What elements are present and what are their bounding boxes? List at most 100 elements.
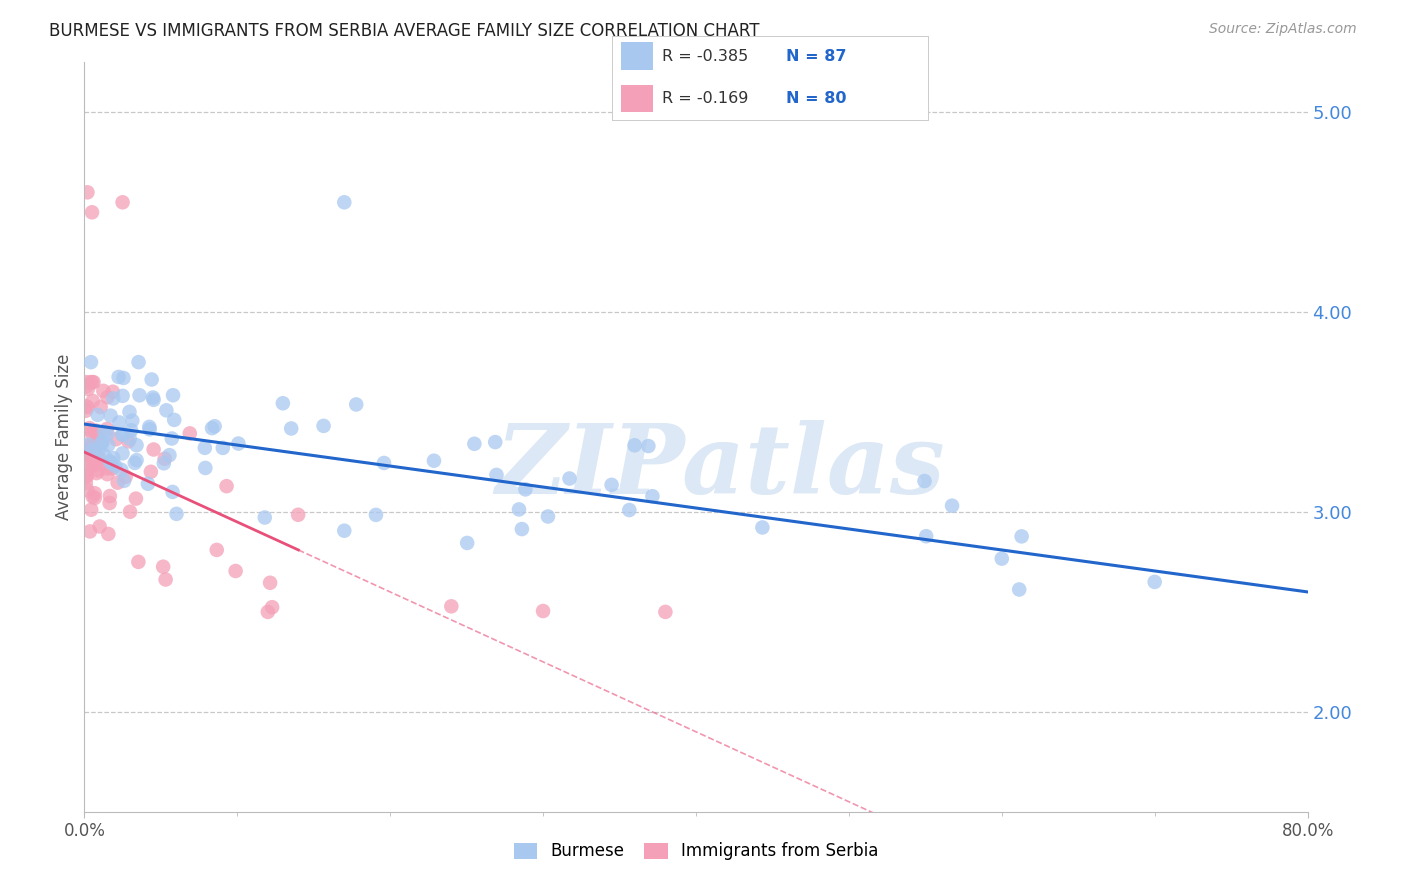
Burmese <box>914 474 936 488</box>
Immigrants from Serbia <box>96 467 118 482</box>
Immigrants from Serbia <box>82 375 104 389</box>
Burmese <box>641 489 664 503</box>
Burmese <box>112 371 135 385</box>
Burmese <box>508 502 530 516</box>
Immigrants from Serbia <box>139 465 162 479</box>
Immigrants from Serbia <box>79 457 101 471</box>
Burmese <box>142 391 165 405</box>
Immigrants from Serbia <box>79 524 101 539</box>
Bar <box>621 85 652 112</box>
Immigrants from Serbia <box>80 440 103 454</box>
Immigrants from Serbia <box>75 476 97 491</box>
Burmese <box>373 456 395 470</box>
Immigrants from Serbia <box>79 375 101 389</box>
Burmese <box>484 435 506 450</box>
Immigrants from Serbia <box>83 375 105 389</box>
Burmese <box>103 392 125 406</box>
Burmese <box>312 418 335 433</box>
Burmese <box>104 458 127 473</box>
Burmese <box>211 441 233 455</box>
Burmese <box>82 442 104 457</box>
Burmese <box>103 451 125 466</box>
Burmese <box>510 522 533 536</box>
Immigrants from Serbia <box>142 442 165 457</box>
Burmese <box>80 355 103 369</box>
Burmese <box>111 446 134 460</box>
Immigrants from Serbia <box>76 469 98 483</box>
Immigrants from Serbia <box>83 442 105 456</box>
Text: BURMESE VS IMMIGRANTS FROM SERBIA AVERAGE FAMILY SIZE CORRELATION CHART: BURMESE VS IMMIGRANTS FROM SERBIA AVERAG… <box>49 22 759 40</box>
Immigrants from Serbia <box>87 464 110 478</box>
Immigrants from Serbia <box>80 426 103 441</box>
Burmese <box>333 195 356 210</box>
Immigrants from Serbia <box>257 605 280 619</box>
Burmese <box>915 529 938 543</box>
Immigrants from Serbia <box>75 403 97 417</box>
Immigrants from Serbia <box>155 573 177 587</box>
Burmese <box>91 434 114 449</box>
Immigrants from Serbia <box>531 604 554 618</box>
Immigrants from Serbia <box>440 599 463 614</box>
Immigrants from Serbia <box>76 401 98 415</box>
Burmese <box>751 520 773 534</box>
Burmese <box>93 425 115 439</box>
Immigrants from Serbia <box>75 469 97 483</box>
Immigrants from Serbia <box>75 464 97 478</box>
Bar <box>621 43 652 70</box>
Burmese <box>86 408 108 422</box>
Immigrants from Serbia <box>86 429 108 443</box>
Y-axis label: Average Family Size: Average Family Size <box>55 354 73 520</box>
Burmese <box>194 461 217 475</box>
Immigrants from Serbia <box>114 469 136 483</box>
Burmese <box>194 441 217 455</box>
Burmese <box>108 416 131 430</box>
Immigrants from Serbia <box>87 450 110 465</box>
Immigrants from Serbia <box>76 483 98 498</box>
Immigrants from Serbia <box>79 421 101 435</box>
Immigrants from Serbia <box>118 505 141 519</box>
Immigrants from Serbia <box>79 448 101 462</box>
Immigrants from Serbia <box>96 390 118 404</box>
Burmese <box>623 438 645 452</box>
Text: R = -0.169: R = -0.169 <box>662 91 748 106</box>
Text: R = -0.385: R = -0.385 <box>662 48 748 63</box>
Burmese <box>537 509 560 524</box>
Burmese <box>128 388 150 402</box>
Burmese <box>463 437 485 451</box>
Burmese <box>155 403 177 417</box>
Burmese <box>121 414 143 428</box>
Immigrants from Serbia <box>111 195 134 210</box>
Immigrants from Serbia <box>84 454 107 468</box>
Burmese <box>1143 574 1166 589</box>
Text: ZIPatlas: ZIPatlas <box>496 420 945 514</box>
Burmese <box>333 524 356 538</box>
Immigrants from Serbia <box>86 466 108 480</box>
Burmese <box>163 413 186 427</box>
Burmese <box>141 372 163 386</box>
Burmese <box>941 499 963 513</box>
Burmese <box>77 438 100 452</box>
Burmese <box>142 392 165 407</box>
Immigrants from Serbia <box>75 379 97 393</box>
Burmese <box>228 436 250 450</box>
Burmese <box>110 463 132 477</box>
Burmese <box>456 536 478 550</box>
Burmese <box>159 448 181 462</box>
Immigrants from Serbia <box>84 456 107 470</box>
Immigrants from Serbia <box>97 527 120 541</box>
Immigrants from Serbia <box>205 542 228 557</box>
Immigrants from Serbia <box>83 437 105 451</box>
Burmese <box>87 445 110 459</box>
Burmese <box>136 476 159 491</box>
Immigrants from Serbia <box>259 575 281 590</box>
Burmese <box>344 397 367 411</box>
Burmese <box>271 396 294 410</box>
Immigrants from Serbia <box>75 375 97 389</box>
Immigrants from Serbia <box>84 424 107 438</box>
Immigrants from Serbia <box>83 486 105 500</box>
Immigrants from Serbia <box>91 384 114 398</box>
Immigrants from Serbia <box>80 424 103 438</box>
Burmese <box>100 456 122 470</box>
Immigrants from Serbia <box>125 491 148 506</box>
Immigrants from Serbia <box>83 491 105 505</box>
